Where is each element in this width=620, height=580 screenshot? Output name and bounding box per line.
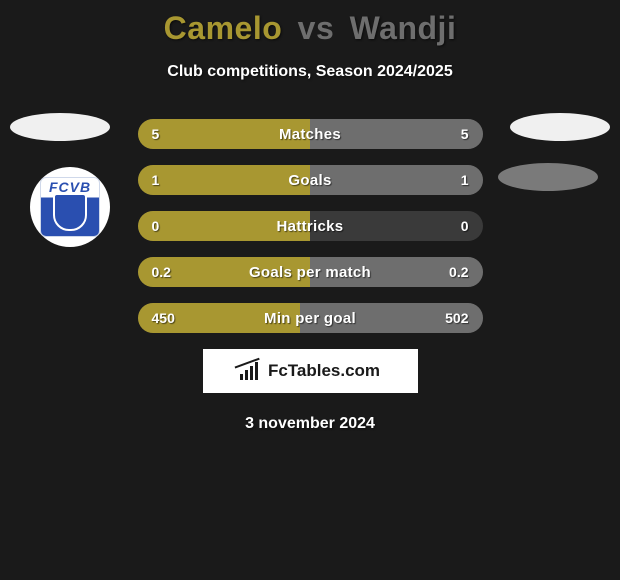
player1-name: Camelo bbox=[164, 10, 283, 46]
player2-avatar-ellipse-2 bbox=[498, 163, 598, 191]
club-shield-icon bbox=[53, 193, 87, 231]
player2-name: Wandji bbox=[350, 10, 457, 46]
date-line: 3 november 2024 bbox=[0, 415, 620, 433]
stat-row: 0.20.2Goals per match bbox=[138, 257, 483, 287]
player1-club-badge-wrap: FCVB bbox=[30, 167, 110, 247]
stat-row: 11Goals bbox=[138, 165, 483, 195]
player1-avatar-ellipse bbox=[10, 113, 110, 141]
comparison-title: Camelo vs Wandji bbox=[0, 0, 620, 47]
stat-label: Goals per match bbox=[138, 257, 483, 287]
stats-area: FCVB 55Matches 11Goals 00Hattricks 0.20.2Go… bbox=[0, 119, 620, 333]
stat-row: 55Matches bbox=[138, 119, 483, 149]
stat-label: Matches bbox=[138, 119, 483, 149]
stat-label: Goals bbox=[138, 165, 483, 195]
brand-chart-icon bbox=[240, 362, 262, 380]
stat-label: Hattricks bbox=[138, 211, 483, 241]
stat-row: 00Hattricks bbox=[138, 211, 483, 241]
vs-separator: vs bbox=[298, 10, 335, 46]
club-badge: FCVB bbox=[40, 177, 100, 237]
brand-text: FcTables.com bbox=[268, 361, 380, 381]
stat-row: 450502Min per goal bbox=[138, 303, 483, 333]
player2-avatar-ellipse bbox=[510, 113, 610, 141]
stat-rows: 55Matches 11Goals 00Hattricks 0.20.2Goals p… bbox=[138, 119, 483, 333]
stat-label: Min per goal bbox=[138, 303, 483, 333]
brand-box: FcTables.com bbox=[203, 349, 418, 393]
subtitle: Club competitions, Season 2024/2025 bbox=[0, 63, 620, 81]
